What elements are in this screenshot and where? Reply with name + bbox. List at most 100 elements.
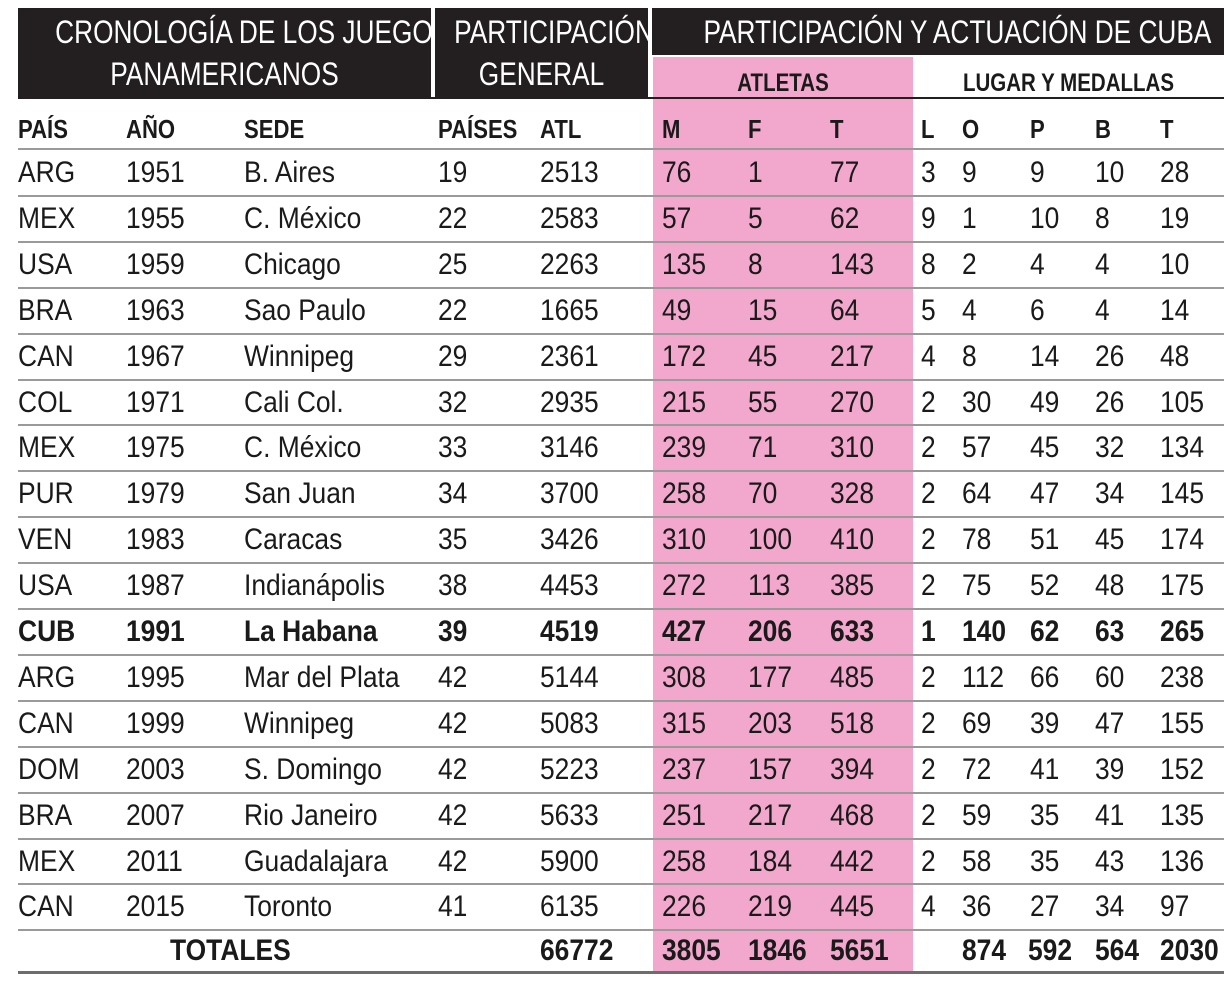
cell-total: 265	[1160, 615, 1205, 648]
cell-t: 468	[830, 798, 875, 832]
cell-anio: 1991	[126, 615, 185, 648]
cell-total: 14	[1160, 293, 1190, 327]
cell-o: 2	[962, 247, 977, 281]
cell-l: 4	[921, 339, 936, 373]
cell-paises: 42	[438, 798, 468, 832]
cell-pais: COL	[18, 385, 73, 419]
cell-sede: Guadalajara	[244, 844, 388, 878]
cell-t: 310	[830, 431, 875, 465]
cell-pais: CUB	[18, 615, 76, 648]
table-row: CAN 1999 Winnipeg 42 5083 315 203 518 2 69 39 47 155	[0, 701, 1224, 747]
column-header-p: P	[1030, 114, 1045, 144]
cell-paises: 35	[438, 523, 468, 557]
column-header-o: O	[962, 114, 980, 144]
cell-pais: BRA	[18, 293, 73, 327]
cell-f: 15	[748, 293, 778, 327]
cell-p: 4	[1030, 247, 1045, 281]
cell-l: 2	[921, 798, 936, 832]
column-header-row: PAÍS AÑO SEDE PAÍSES ATL M F T L O P B T	[0, 106, 1224, 152]
cell-paises: 38	[438, 569, 468, 603]
cell-anio: 1979	[126, 477, 185, 511]
cell-o: 64	[962, 477, 992, 511]
column-header-sede: SEDE	[244, 114, 305, 144]
cell-pais: CAN	[18, 890, 74, 924]
cell-anio: 1955	[126, 201, 185, 235]
cell-anio: 1963	[126, 293, 185, 327]
totals-p: 592	[1028, 934, 1073, 967]
cell-l: 2	[921, 844, 936, 878]
cell-f: 177	[748, 660, 793, 694]
cell-sede: Winnipeg	[244, 706, 355, 740]
cell-anio: 2007	[126, 798, 185, 832]
table-row: CUB 1991 La Habana 39 4519 427 206 633 1 140 62 63 2…	[0, 609, 1224, 655]
cell-t: 270	[830, 385, 875, 419]
cell-sede: La Habana	[244, 615, 378, 648]
cell-atl: 5083	[540, 706, 599, 740]
cell-sede: Toronto	[244, 890, 333, 924]
cell-total: 238	[1160, 660, 1205, 694]
cell-pais: CAN	[18, 339, 74, 373]
cell-f: 203	[748, 706, 793, 740]
cell-p: 14	[1030, 339, 1060, 373]
cell-anio: 1975	[126, 431, 185, 465]
cell-atl: 1665	[540, 293, 599, 327]
cell-o: 36	[962, 890, 992, 924]
row-rule	[18, 653, 1224, 656]
cell-paises: 19	[438, 156, 468, 189]
cell-t: 77	[830, 156, 860, 189]
subheader-lugar-medallas: LUGAR Y MEDALLAS	[962, 69, 1175, 97]
cell-o: 57	[962, 431, 992, 465]
cell-p: 52	[1030, 569, 1060, 603]
cell-m: 427	[662, 615, 707, 648]
totals-total: 2030	[1160, 934, 1219, 967]
cell-t: 445	[830, 890, 875, 924]
column-header-total: T	[1160, 114, 1174, 144]
totals-atl: 66772	[540, 934, 614, 967]
cell-pais: DOM	[18, 752, 80, 786]
cell-f: 100	[748, 523, 793, 557]
row-rule	[18, 699, 1224, 702]
cell-paises: 32	[438, 385, 468, 419]
cell-f: 184	[748, 844, 793, 878]
cell-pais: BRA	[18, 798, 73, 832]
cell-l: 9	[921, 201, 936, 235]
cell-m: 258	[662, 477, 707, 511]
table-row: DOM 2003 S. Domingo 42 5223 237 157 394 2 72 41 39 1…	[0, 747, 1224, 793]
table-row: MEX 1975 C. México 33 3146 239 71 310 2 57 45 32 134	[0, 425, 1224, 471]
cell-paises: 29	[438, 339, 468, 373]
cell-total: 28	[1160, 156, 1190, 189]
column-header-paises: PAÍSES	[438, 114, 518, 144]
table-row: MEX 2011 Guadalajara 42 5900 258 184 442 2 58 35 43…	[0, 839, 1224, 885]
cell-b: 26	[1095, 385, 1125, 419]
cell-anio: 1987	[126, 569, 185, 603]
totals-label: TOTALES	[170, 934, 291, 967]
cell-f: 1	[748, 156, 763, 189]
cell-total: 105	[1160, 385, 1205, 419]
cell-pais: MEX	[18, 201, 76, 235]
cell-b: 32	[1095, 431, 1125, 465]
subheader-atletas: ATLETAS	[737, 69, 829, 97]
cell-p: 6	[1030, 293, 1045, 327]
cell-sede: Sao Paulo	[244, 293, 366, 327]
cell-f: 219	[748, 890, 793, 924]
cell-l: 3	[921, 156, 936, 189]
totals-b: 564	[1095, 934, 1140, 967]
cell-m: 135	[662, 247, 707, 281]
cell-t: 518	[830, 706, 875, 740]
cell-atl: 3146	[540, 431, 599, 465]
cell-sede: Cali Col.	[244, 385, 344, 419]
cell-b: 63	[1095, 615, 1125, 648]
cell-paises: 33	[438, 431, 468, 465]
column-header-m: M	[662, 114, 681, 144]
cell-b: 39	[1095, 752, 1125, 786]
cell-atl: 2583	[540, 201, 599, 235]
cell-paises: 42	[438, 752, 468, 786]
cell-t: 143	[830, 247, 875, 281]
cell-b: 10	[1095, 156, 1125, 189]
cell-p: 35	[1030, 844, 1060, 878]
cell-atl: 6135	[540, 890, 599, 924]
totals-f: 1846	[748, 934, 807, 967]
cell-b: 48	[1095, 569, 1125, 603]
cell-f: 70	[748, 477, 778, 511]
cell-m: 310	[662, 523, 707, 557]
